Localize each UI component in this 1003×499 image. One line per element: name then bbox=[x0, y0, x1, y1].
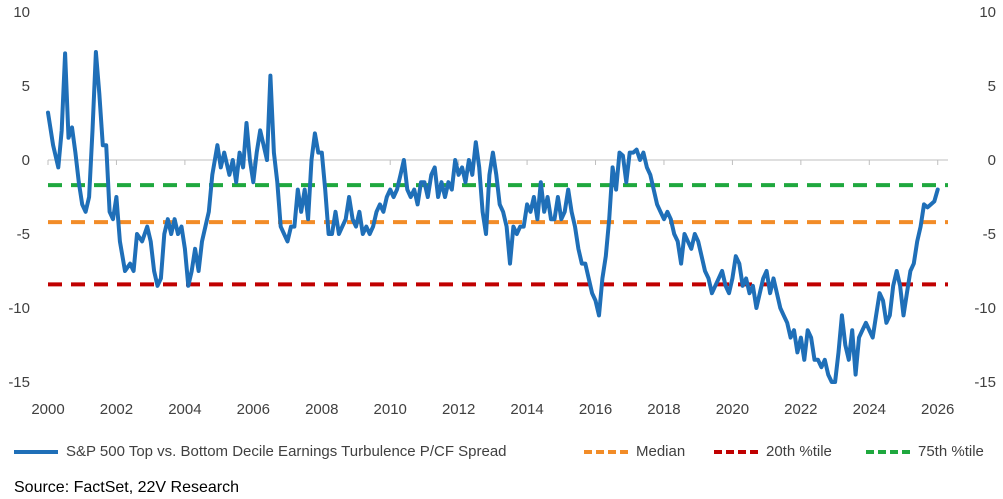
x-tick-label: 2020 bbox=[716, 401, 749, 418]
legend-item-spread: S&P 500 Top vs. Bottom Decile Earnings T… bbox=[14, 443, 507, 460]
y-tick-label-right: -5 bbox=[983, 226, 996, 243]
legend-label-spread: S&P 500 Top vs. Bottom Decile Earnings T… bbox=[66, 443, 507, 460]
x-tick-label: 2018 bbox=[647, 401, 680, 418]
x-tick-label: 2010 bbox=[374, 401, 407, 418]
y-tick-label-left: -5 bbox=[17, 226, 30, 243]
y-tick-label-left: 0 bbox=[22, 152, 30, 169]
line-chart: 2000 2002 2004 2006 2008 2010 2012 2014 2016 2018… bbox=[8, 4, 996, 418]
x-tick-label: 2014 bbox=[510, 401, 543, 418]
y-tick-label-left: 10 bbox=[13, 4, 30, 21]
x-tick-label: 2008 bbox=[305, 401, 338, 418]
y-tick-label-right: -15 bbox=[974, 374, 996, 391]
y-tick-label-right: 0 bbox=[988, 152, 996, 169]
legend-swatch-20th bbox=[714, 449, 758, 454]
legend-item-75th: 75th %tile bbox=[866, 443, 984, 460]
legend-swatch-spread bbox=[14, 449, 58, 454]
x-tick-label: 2006 bbox=[237, 401, 270, 418]
legend-label-75th: 75th %tile bbox=[918, 443, 984, 460]
y-tick-label-left: -10 bbox=[8, 300, 30, 317]
y-tick-label-right: 10 bbox=[979, 4, 996, 21]
x-tick-label: 2000 bbox=[31, 401, 64, 418]
y-tick-label-right: 5 bbox=[988, 78, 996, 95]
x-tick-label: 2016 bbox=[579, 401, 612, 418]
y-tick-label-left: -15 bbox=[8, 374, 30, 391]
series-group bbox=[46, 50, 940, 384]
y-tick-label-left: 5 bbox=[22, 78, 30, 95]
x-tick-label: 2012 bbox=[442, 401, 475, 418]
source-note: Source: FactSet, 22V Research bbox=[14, 479, 239, 496]
x-tick-label: 2004 bbox=[168, 401, 201, 418]
legend-label-20th: 20th %tile bbox=[766, 443, 832, 460]
legend-item-median: Median bbox=[584, 443, 685, 460]
legend-swatch-75th bbox=[866, 449, 910, 454]
legend-swatch-median bbox=[584, 449, 628, 454]
legend-label-median: Median bbox=[636, 443, 686, 460]
legend-item-20th: 20th %tile bbox=[714, 443, 832, 460]
x-tick-label: 2002 bbox=[100, 401, 133, 418]
series-line-spread bbox=[46, 50, 940, 384]
x-tick-label: 2024 bbox=[853, 401, 886, 418]
legend: S&P 500 Top vs. Bottom Decile Earnings T… bbox=[0, 443, 1003, 465]
x-tick-label: 2026 bbox=[921, 401, 954, 418]
tick-labels: 2000 2002 2004 2006 2008 2010 2012 2014 2016 2018… bbox=[8, 4, 996, 418]
x-tick-label: 2022 bbox=[784, 401, 817, 418]
chart-axes bbox=[47, 159, 948, 165]
y-tick-label-right: -10 bbox=[974, 300, 996, 317]
